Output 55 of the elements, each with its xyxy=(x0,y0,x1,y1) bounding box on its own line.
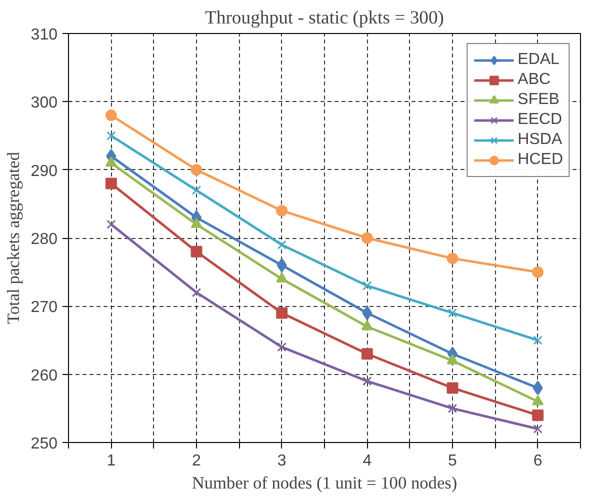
point xyxy=(361,320,373,330)
point xyxy=(446,382,458,394)
point xyxy=(105,178,117,190)
y-axis-title: Total packets aggregated xyxy=(4,152,23,324)
y-tick-label: 270 xyxy=(30,299,58,316)
x-tick-label: 4 xyxy=(362,452,372,470)
x-tick-label: 3 xyxy=(277,452,286,470)
y-tick-label: 290 xyxy=(30,162,58,180)
point xyxy=(446,354,458,364)
y-tick-label: 250 xyxy=(30,436,58,452)
point xyxy=(532,380,543,396)
point xyxy=(106,220,116,230)
point xyxy=(276,204,288,216)
point xyxy=(533,424,542,434)
x-tick-label: 1 xyxy=(106,452,116,470)
point xyxy=(448,308,458,318)
x-tick-label: 2 xyxy=(192,452,202,470)
chart-title: Throughput - static (pkts = 300) xyxy=(204,8,444,28)
point xyxy=(362,281,372,290)
legend-label: SFEB xyxy=(518,91,560,109)
point xyxy=(361,348,373,360)
x-tick-label: 6 xyxy=(533,452,542,470)
legend-label: EDAL xyxy=(518,51,560,69)
y-tick-label: 300 xyxy=(30,94,58,112)
point xyxy=(190,218,202,228)
point xyxy=(192,186,202,195)
point xyxy=(192,288,202,298)
y-tick-label: 260 xyxy=(30,367,58,384)
legend-label: ABC xyxy=(518,71,551,89)
point xyxy=(277,240,286,250)
point xyxy=(362,376,372,386)
point xyxy=(276,272,288,283)
point xyxy=(105,110,117,122)
point xyxy=(533,336,542,345)
point xyxy=(532,395,544,406)
point xyxy=(276,258,287,273)
y-tick-label: 280 xyxy=(30,231,58,248)
x-tick-label: 5 xyxy=(448,452,458,470)
point xyxy=(106,131,116,140)
point xyxy=(362,306,372,320)
point xyxy=(276,307,288,319)
legend-label: HCED xyxy=(518,151,563,169)
point xyxy=(277,342,286,352)
point xyxy=(446,252,458,264)
y-tick-label: 310 xyxy=(30,26,58,44)
point xyxy=(190,164,202,176)
point xyxy=(532,409,544,421)
x-axis-title: Number of nodes (1 unit = 100 nodes) xyxy=(192,474,458,492)
legend-label: HSDA xyxy=(518,131,562,149)
legend-label: EECD xyxy=(518,111,562,129)
point xyxy=(361,232,373,244)
point xyxy=(532,266,544,278)
point xyxy=(448,404,458,414)
point xyxy=(190,246,202,258)
point xyxy=(105,156,117,167)
